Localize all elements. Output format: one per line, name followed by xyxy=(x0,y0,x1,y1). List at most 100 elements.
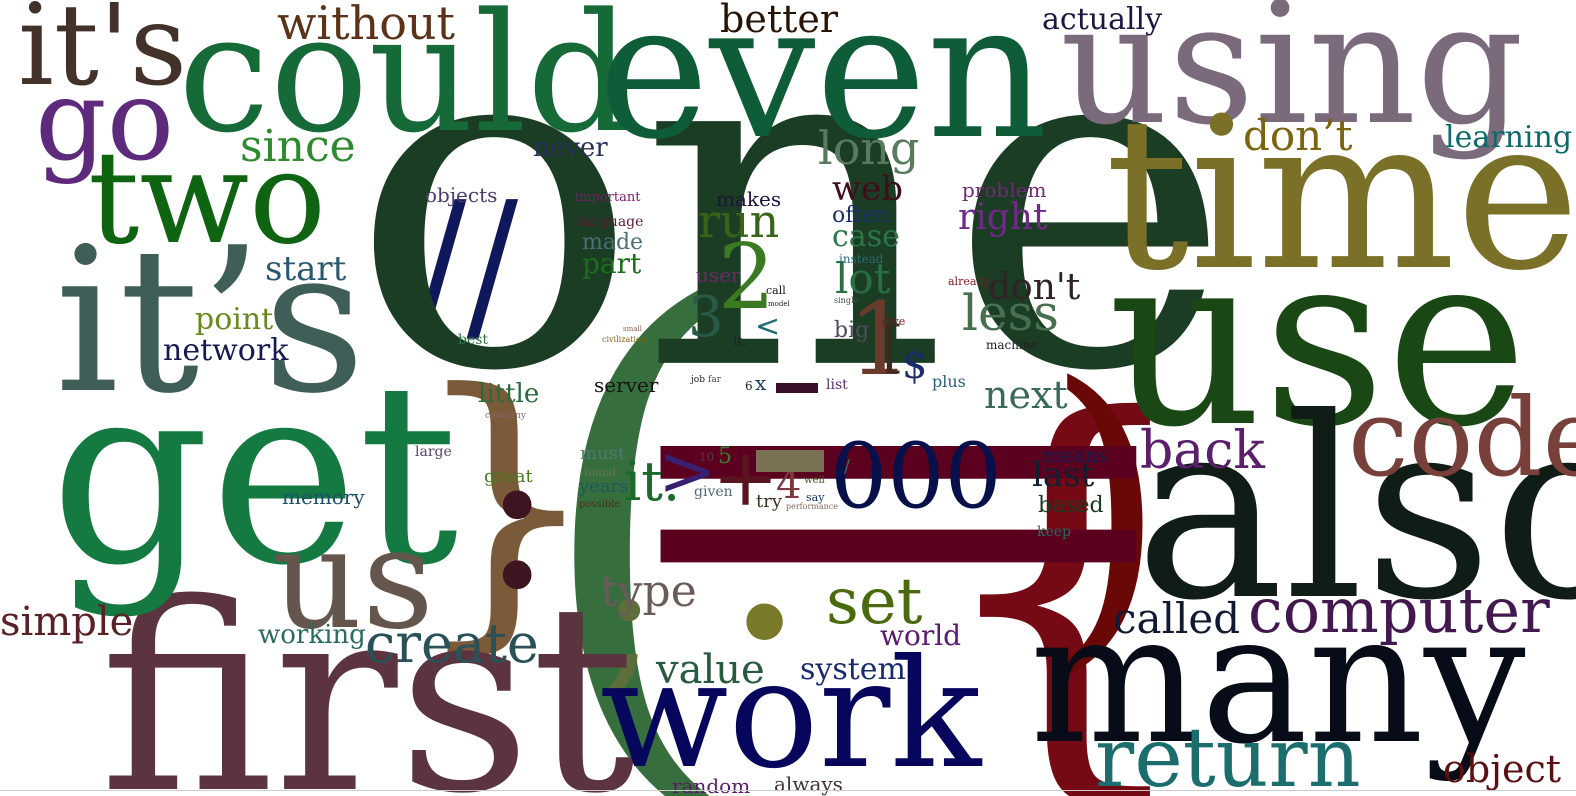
word-always: always xyxy=(774,772,843,796)
accent-dash xyxy=(776,383,818,393)
word-last: last xyxy=(1032,455,1095,495)
word-right: right xyxy=(958,197,1048,238)
word-work: work xyxy=(600,628,982,796)
word-large: large xyxy=(415,444,452,460)
word-greater-than: > xyxy=(658,430,717,512)
word-far: far xyxy=(708,375,721,385)
word-say: say xyxy=(806,491,825,504)
word-world: world xyxy=(880,619,962,652)
word-objects: objects xyxy=(425,183,498,207)
word-time: time xyxy=(1105,72,1576,317)
word-often: often xyxy=(832,203,890,228)
word-best: best xyxy=(458,332,489,348)
word-called: called xyxy=(1113,594,1241,643)
word-already: already xyxy=(948,275,990,288)
word-job: job xyxy=(691,375,705,385)
word-slash: / xyxy=(844,456,851,477)
word-case: case xyxy=(832,219,900,254)
word-actually: actually xyxy=(1042,2,1163,37)
word-part: part xyxy=(582,247,642,280)
word-well: well xyxy=(804,475,825,486)
word-first: first xyxy=(100,549,636,796)
word-problem: problem xyxy=(962,178,1047,202)
word-back: back xyxy=(1140,421,1265,481)
word-big: big xyxy=(834,318,870,343)
word-one: one xyxy=(350,0,1233,474)
word-get: get xyxy=(50,329,459,620)
word-web: web xyxy=(832,169,903,209)
word-given: given xyxy=(694,484,733,500)
word-performance: performance xyxy=(786,502,839,511)
word-learning: learning xyxy=(1445,120,1573,155)
word-possible: possible xyxy=(579,499,621,510)
word-using: using xyxy=(1060,0,1524,162)
word-its-straight: it's xyxy=(18,0,188,111)
word-digit-10: 10 xyxy=(699,450,715,464)
word-machine: machine xyxy=(986,338,1038,352)
word-computer: computer xyxy=(1248,574,1550,647)
word-digit-6: 6 xyxy=(745,379,753,393)
word-run: run xyxy=(698,194,780,248)
word-language: language xyxy=(578,214,644,230)
word-random: random xyxy=(672,774,751,796)
word-brace-close: } xyxy=(410,330,601,679)
word-less-than: < xyxy=(755,309,781,344)
word-brace-open: { xyxy=(925,329,1205,796)
word-single: single xyxy=(834,296,859,305)
word-working: working xyxy=(258,620,366,650)
word-semicolon: ; xyxy=(600,516,658,714)
word-also: also xyxy=(1135,364,1576,655)
word-small: small xyxy=(623,325,642,333)
word-paren-close: ) xyxy=(1045,318,1168,702)
word-it-period: it. xyxy=(624,450,681,513)
word-colon: : xyxy=(480,382,555,638)
word-company: company xyxy=(485,411,527,421)
word-digit-3: 3 xyxy=(688,285,724,350)
word-its-curly: it’s xyxy=(55,205,366,438)
word-long: long xyxy=(818,121,920,175)
word-little: little xyxy=(478,379,540,409)
word-bracket-open: [ xyxy=(882,315,904,380)
bottom-separator xyxy=(0,790,1576,791)
word-never: never xyxy=(533,133,608,163)
word-create: create xyxy=(365,612,539,675)
word-point: point xyxy=(195,302,274,337)
word-network: network xyxy=(163,333,289,368)
word-digit-1: 1 xyxy=(848,281,912,398)
word-list: list xyxy=(826,377,848,393)
word-user: user xyxy=(696,263,741,287)
word-lot: lot xyxy=(835,254,891,303)
word-start: start xyxy=(265,249,347,289)
word-return: return xyxy=(1095,711,1361,796)
word-better: better xyxy=(720,0,839,41)
word-us: us xyxy=(272,498,435,661)
word-try: try xyxy=(756,491,783,512)
word-found: found xyxy=(584,466,616,479)
word-give: give xyxy=(882,315,906,328)
word-civilization: civilization xyxy=(602,335,646,344)
word-dont-straight: don't xyxy=(988,267,1081,308)
word-without: without xyxy=(277,0,456,50)
word-value: value xyxy=(656,647,765,693)
word-system: system xyxy=(800,652,906,687)
word-keep: keep xyxy=(1037,524,1072,540)
word-server: server xyxy=(594,373,659,397)
word-great: great xyxy=(484,466,533,487)
word-plus: plus xyxy=(932,372,966,391)
word-call: call xyxy=(766,284,786,297)
word-code: code xyxy=(1348,376,1576,501)
word-even: even xyxy=(598,0,1048,181)
accent-bar xyxy=(756,450,824,472)
word-means: means xyxy=(1042,443,1108,467)
word-set: set xyxy=(826,565,923,639)
word-dollar: $ xyxy=(902,342,928,388)
word-simple: simple xyxy=(0,599,134,645)
word-years: years xyxy=(579,476,629,497)
word-paren-open: ( xyxy=(530,186,749,796)
word-object: object xyxy=(1443,747,1562,791)
word-many: many xyxy=(1030,575,1526,784)
word-since: since xyxy=(240,121,356,172)
word-instead: instead xyxy=(839,252,884,266)
word-digit-5: 5 xyxy=(718,444,732,469)
